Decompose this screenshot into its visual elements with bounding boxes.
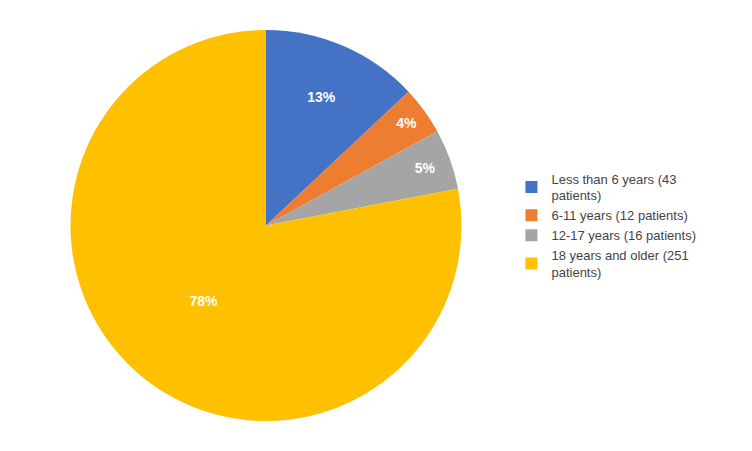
svg-text:4%: 4%: [396, 115, 417, 131]
svg-text:12-17 years (16 patients): 12-17 years (16 patients): [551, 228, 696, 243]
svg-text:5%: 5%: [415, 160, 436, 176]
svg-text:78%: 78%: [189, 293, 218, 309]
svg-text:Less than 6 years (43patients): Less than 6 years (43patients): [551, 172, 676, 204]
svg-text:6-11 years (12 patients): 6-11 years (12 patients): [551, 208, 687, 223]
svg-text:13%: 13%: [307, 89, 336, 105]
svg-text:18 years and older (251patient: 18 years and older (251patients): [551, 248, 688, 280]
